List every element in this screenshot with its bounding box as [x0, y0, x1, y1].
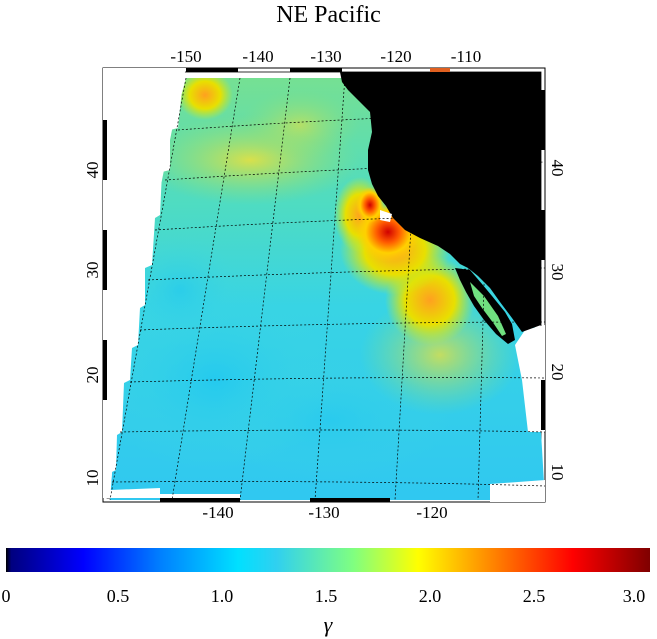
lat-label-right: 40 [548, 160, 567, 177]
colorbar [6, 548, 650, 572]
colorbar-tick: 1.5 [314, 586, 338, 606]
colorbar-tick: 2.0 [418, 586, 442, 606]
frame-ticks [103, 68, 545, 502]
map-panel: -150 -140 -130 -120 -110 -140 -130 -120 … [83, 47, 567, 522]
lon-label-top: -110 [451, 47, 482, 66]
lat-label-left: 40 [83, 162, 102, 179]
lat-label-left: 20 [83, 367, 102, 384]
colorbar-variable-label: γ [323, 612, 333, 637]
colorbar-tick: 3.0 [622, 586, 646, 606]
gulf-of-california [470, 282, 506, 336]
lon-label-bottom: -120 [416, 503, 447, 522]
lon-label-bottom: -140 [202, 503, 233, 522]
data-gap-mexico-coast [515, 325, 545, 432]
colorbar-tick: 2.5 [522, 586, 546, 606]
colorbar-tick: 0.5 [106, 586, 130, 606]
coastal-gap [380, 210, 392, 222]
lat-label-right: 30 [548, 264, 567, 281]
lat-label-right: 20 [548, 364, 567, 381]
graticule [109, 71, 546, 501]
data-gap-west [103, 68, 186, 498]
lon-label-top: -150 [170, 47, 201, 66]
colorbar-tick: 0 [1, 586, 11, 606]
lat-label-right: 10 [548, 464, 567, 481]
lat-label-left: 30 [83, 262, 102, 279]
colorbar-tick: 1.0 [210, 586, 234, 606]
land-north-america [340, 72, 541, 332]
data-gap-southeast [490, 480, 545, 502]
lon-label-top: -140 [242, 47, 273, 66]
map-title: NE Pacific [276, 2, 381, 28]
lon-label-top: -130 [310, 47, 341, 66]
lon-label-top: -120 [380, 47, 411, 66]
lon-label-bottom: -130 [308, 503, 339, 522]
lat-label-left: 10 [83, 470, 102, 487]
